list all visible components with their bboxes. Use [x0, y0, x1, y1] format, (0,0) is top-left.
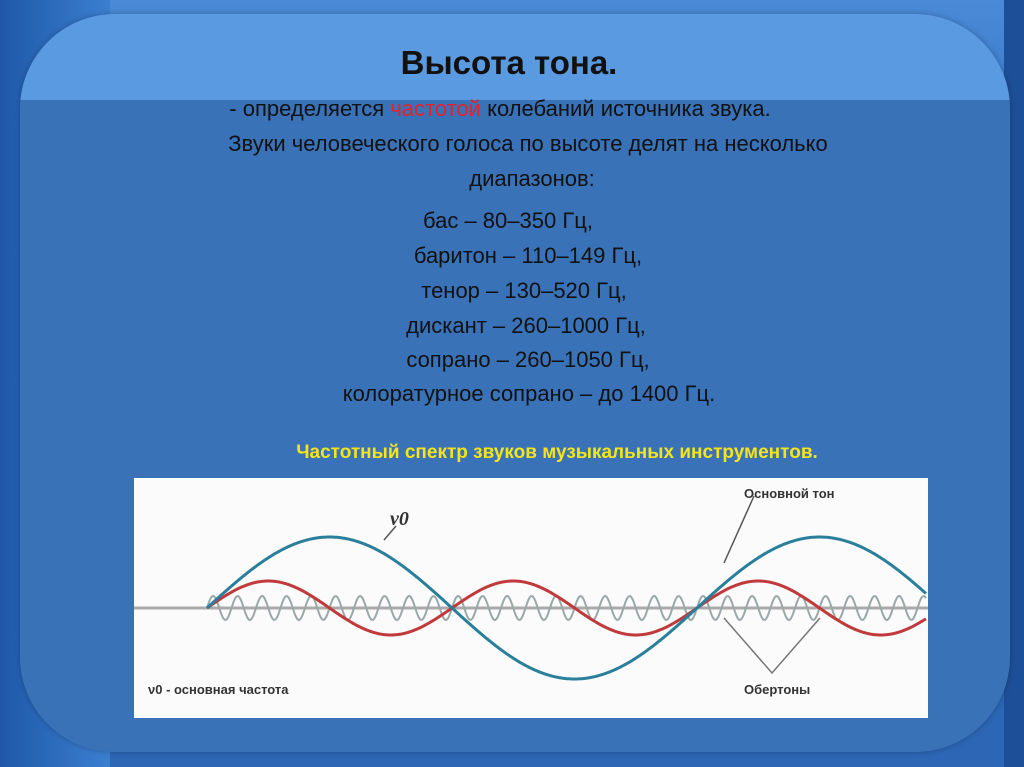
voice-intro-2: диапазонов: — [469, 166, 595, 191]
nu0-pointer — [383, 525, 397, 541]
range-discant: дискант – 260–1000 Гц, — [406, 313, 646, 338]
fundamental-tone-label: Основной тон — [744, 486, 835, 501]
overtone-wave — [206, 579, 927, 637]
nu0-label: ν0 — [390, 508, 409, 530]
legend-label: ν0 - основная частота — [148, 682, 289, 697]
overtones-label: Обертоны — [744, 682, 811, 697]
highlight-word: частотой — [390, 96, 481, 121]
range-tenor: тенор – 130–520 Гц, — [421, 278, 627, 303]
overtone-high-wave — [206, 594, 927, 622]
range-soprano: сопрано – 260–1050 Гц, — [406, 347, 650, 372]
fundamental-wave — [205, 535, 928, 681]
frequency-spectrum-diagram: Основной тон ν0 Обертоны ν0 - основная ч… — [134, 478, 928, 718]
slide-title: Высота тона. — [400, 44, 618, 81]
range-coloratura: колоратурное сопрано – до 1400 Гц. — [342, 381, 716, 406]
spectrum-subtitle: Частотный спектр звуков музыкальных инст… — [296, 442, 818, 463]
range-baritone: баритон – 110–149 Гц, — [413, 243, 643, 268]
definition-line: - определяется частотой колебаний источн… — [0, 96, 1012, 122]
voice-intro: Звуки человеческого голоса по высоте дел… — [228, 131, 828, 156]
text: - определяется — [229, 96, 391, 121]
overtones-pointer — [723, 617, 821, 675]
fundamental-pointer — [723, 495, 755, 564]
panel-header — [20, 14, 1010, 100]
text: колебаний источника звука. — [480, 96, 771, 121]
range-bass: бас – 80–350 Гц, — [423, 208, 593, 233]
